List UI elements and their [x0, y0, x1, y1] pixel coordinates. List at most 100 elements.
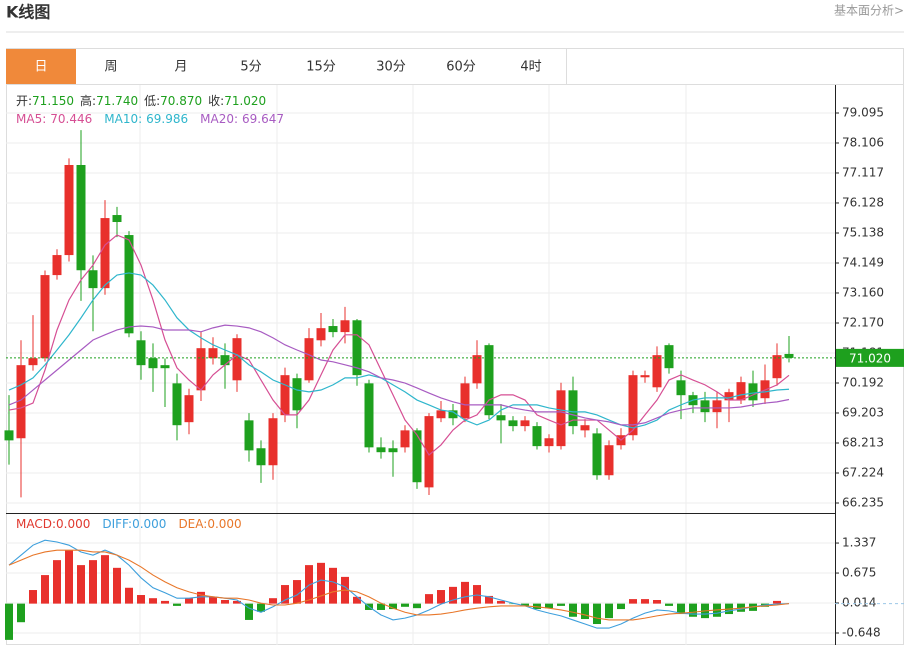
candle-body	[89, 270, 98, 288]
tab-label[interactable]: 60分	[446, 60, 476, 75]
candle-body	[305, 338, 314, 380]
candle-body	[713, 400, 722, 412]
candle-body	[293, 378, 302, 410]
legend-value: 0.000	[132, 517, 166, 531]
macd-bar	[149, 598, 157, 603]
legend-name: MA20:	[200, 112, 238, 126]
legend-value: 0.000	[207, 517, 241, 531]
candle-body	[113, 215, 122, 222]
y-tick-label: 70.192	[842, 375, 884, 389]
macd-bar	[281, 585, 289, 604]
candle-body	[521, 420, 530, 426]
candle-body	[665, 345, 674, 368]
candle-body	[653, 355, 662, 387]
tab-label[interactable]: 15分	[306, 60, 336, 75]
fundamentals-link[interactable]: 基本面分析>	[834, 4, 904, 18]
candle-body	[641, 375, 650, 377]
macd-bar	[101, 555, 109, 603]
tab-label[interactable]: 4时	[520, 60, 541, 75]
info-value: 70.870	[160, 94, 202, 108]
macd-bar	[77, 565, 85, 604]
candle-body	[41, 275, 50, 358]
macd-bar	[89, 560, 97, 604]
macd-bar	[209, 597, 217, 604]
candle-body	[29, 358, 38, 365]
macd-bar	[413, 604, 421, 609]
candle-body	[5, 430, 14, 440]
candle-body	[257, 448, 266, 465]
macd-line	[9, 550, 789, 620]
candle-body	[473, 355, 482, 383]
macd-bar	[125, 588, 133, 604]
candle-body	[749, 383, 758, 400]
macd-bar	[197, 592, 205, 604]
tab-label[interactable]: 月	[174, 60, 187, 75]
candle-body	[269, 418, 278, 465]
candle-body	[545, 438, 554, 446]
macd-bar	[401, 604, 409, 607]
macd-bar	[353, 597, 361, 604]
candle-body	[725, 392, 734, 400]
y-tick-label: 1.337	[842, 536, 876, 550]
macd-bar	[773, 601, 781, 604]
legend-value: 69.986	[146, 112, 188, 126]
macd-bar	[41, 575, 49, 604]
info-value: 71.740	[96, 94, 138, 108]
macd-bar	[497, 601, 505, 604]
macd-bar	[665, 604, 673, 606]
macd-bar	[53, 560, 61, 604]
y-tick-label: 68.213	[842, 436, 884, 450]
candle-body	[137, 340, 146, 365]
candle-body	[533, 426, 542, 446]
y-tick-label: 77.117	[842, 165, 884, 179]
candle-body	[389, 448, 398, 452]
candle-body	[677, 380, 686, 395]
macd-bar	[473, 585, 481, 604]
y-tick-label: 75.138	[842, 225, 884, 239]
candle-body	[185, 395, 194, 422]
legend-value: 70.446	[50, 112, 92, 126]
macd-bar	[269, 598, 277, 603]
info-value: 71.150	[32, 94, 74, 108]
page-title: K线图	[6, 3, 50, 22]
macd-bar	[173, 604, 181, 606]
legend-value: 69.647	[242, 112, 284, 126]
legend-value: 0.000	[56, 517, 90, 531]
legend-name: MA10:	[104, 112, 142, 126]
legend-name: MACD:	[16, 517, 56, 531]
y-tick-label: 78.106	[842, 135, 884, 149]
candle-body	[437, 410, 446, 418]
candle-body	[161, 365, 170, 368]
candle-body	[77, 165, 86, 270]
macd-bar	[185, 598, 193, 603]
last-price-label: 71.020	[849, 351, 891, 365]
macd-bar	[137, 595, 145, 604]
candle-body	[365, 383, 374, 447]
y-tick-label: 74.149	[842, 255, 884, 269]
macd-bar	[689, 604, 697, 617]
candle-body	[737, 382, 746, 400]
ma-line	[9, 325, 789, 425]
candle-body	[173, 383, 182, 425]
candle-body	[209, 348, 218, 358]
candle-body	[701, 400, 710, 412]
tab-label[interactable]: 5分	[240, 60, 261, 75]
tab-label[interactable]: 30分	[376, 60, 406, 75]
info-label: 高:	[80, 93, 96, 108]
candle-body	[341, 320, 350, 332]
macd-bar	[425, 594, 433, 604]
candle-body	[497, 415, 506, 420]
candle-body	[233, 338, 242, 380]
macd-bar	[617, 604, 625, 609]
candle-body	[329, 326, 338, 332]
tab-label[interactable]: 周	[104, 60, 117, 75]
info-label: 开:	[16, 94, 32, 108]
macd-bar	[329, 568, 337, 604]
tab-label[interactable]: 日	[34, 60, 47, 75]
y-tick-label: 76.128	[842, 195, 884, 209]
macd-bar	[629, 599, 637, 604]
candle-body	[377, 447, 386, 452]
legend-name: MA5:	[16, 112, 46, 126]
